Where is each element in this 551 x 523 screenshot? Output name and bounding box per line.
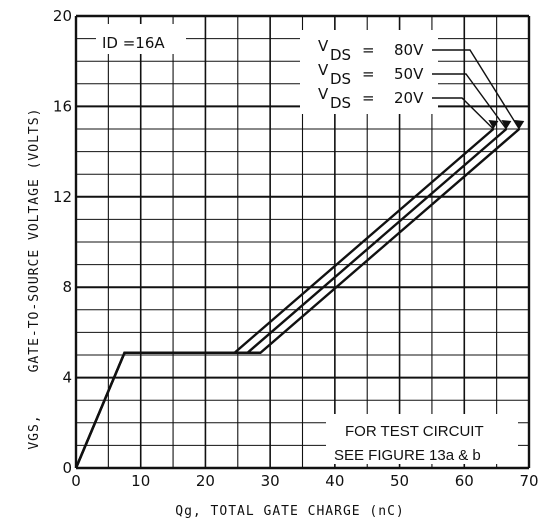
x-tick-label: 0 — [71, 472, 81, 490]
legend-leader-arrow — [501, 120, 512, 129]
note-box — [326, 414, 518, 464]
x-tick-label: 30 — [261, 472, 280, 490]
note-line-1: FOR TEST CIRCUIT — [345, 423, 484, 440]
y-axis-title: GATE-TO-SOURCE VOLTAGE (VOLTS) — [27, 108, 42, 373]
x-tick-label: 40 — [325, 472, 344, 490]
y-tick-label: 8 — [62, 278, 72, 296]
legend-equals: = — [362, 41, 375, 59]
x-tick-label: 50 — [390, 472, 409, 490]
legend-equals: = — [362, 89, 375, 107]
legend-subscript: DS — [330, 70, 351, 88]
x-tick-label: 60 — [455, 472, 474, 490]
note-line-2: SEE FIGURE 13a & b — [334, 447, 481, 464]
legend-leader-line — [432, 73, 507, 130]
legend-value: 50V — [394, 65, 424, 83]
x-axis-title: Qg, TOTAL GATE CHARGE (nC) — [175, 504, 405, 519]
y-tick-label: 12 — [53, 188, 72, 206]
legend-symbol: V — [318, 37, 329, 55]
y-axis-symbol: VGS, — [27, 414, 42, 449]
legend-value: 20V — [394, 89, 424, 107]
series-line — [74, 128, 495, 469]
y-tick-labels: 0 4 8 12 16 20 — [53, 7, 72, 477]
legend-symbol: V — [318, 61, 329, 79]
y-tick-label: 20 — [53, 7, 72, 25]
y-tick-label: 0 — [62, 459, 72, 477]
x-tick-label: 10 — [131, 472, 150, 490]
y-tick-label: 16 — [53, 97, 72, 115]
x-tick-labels: 0 10 20 30 40 50 60 70 — [71, 472, 538, 490]
legend-leader-line — [432, 49, 520, 130]
legend-symbol: V — [318, 85, 329, 103]
y-tick-label: 4 — [62, 369, 72, 387]
legend-equals: = — [362, 65, 375, 83]
legend-box — [300, 30, 438, 114]
legend-leader-line — [432, 97, 494, 130]
legend-leader-arrow — [488, 120, 499, 129]
legend-leader-arrow — [514, 120, 525, 129]
chart-series — [74, 128, 521, 469]
legend-subscript: DS — [330, 46, 351, 64]
x-tick-label: 20 — [196, 472, 215, 490]
id-label-box — [96, 24, 186, 54]
x-tick-label: 70 — [519, 472, 538, 490]
legend-subscript: DS — [330, 94, 351, 112]
legend-value: 80V — [394, 41, 424, 59]
id-label: ID =16A — [102, 34, 165, 52]
